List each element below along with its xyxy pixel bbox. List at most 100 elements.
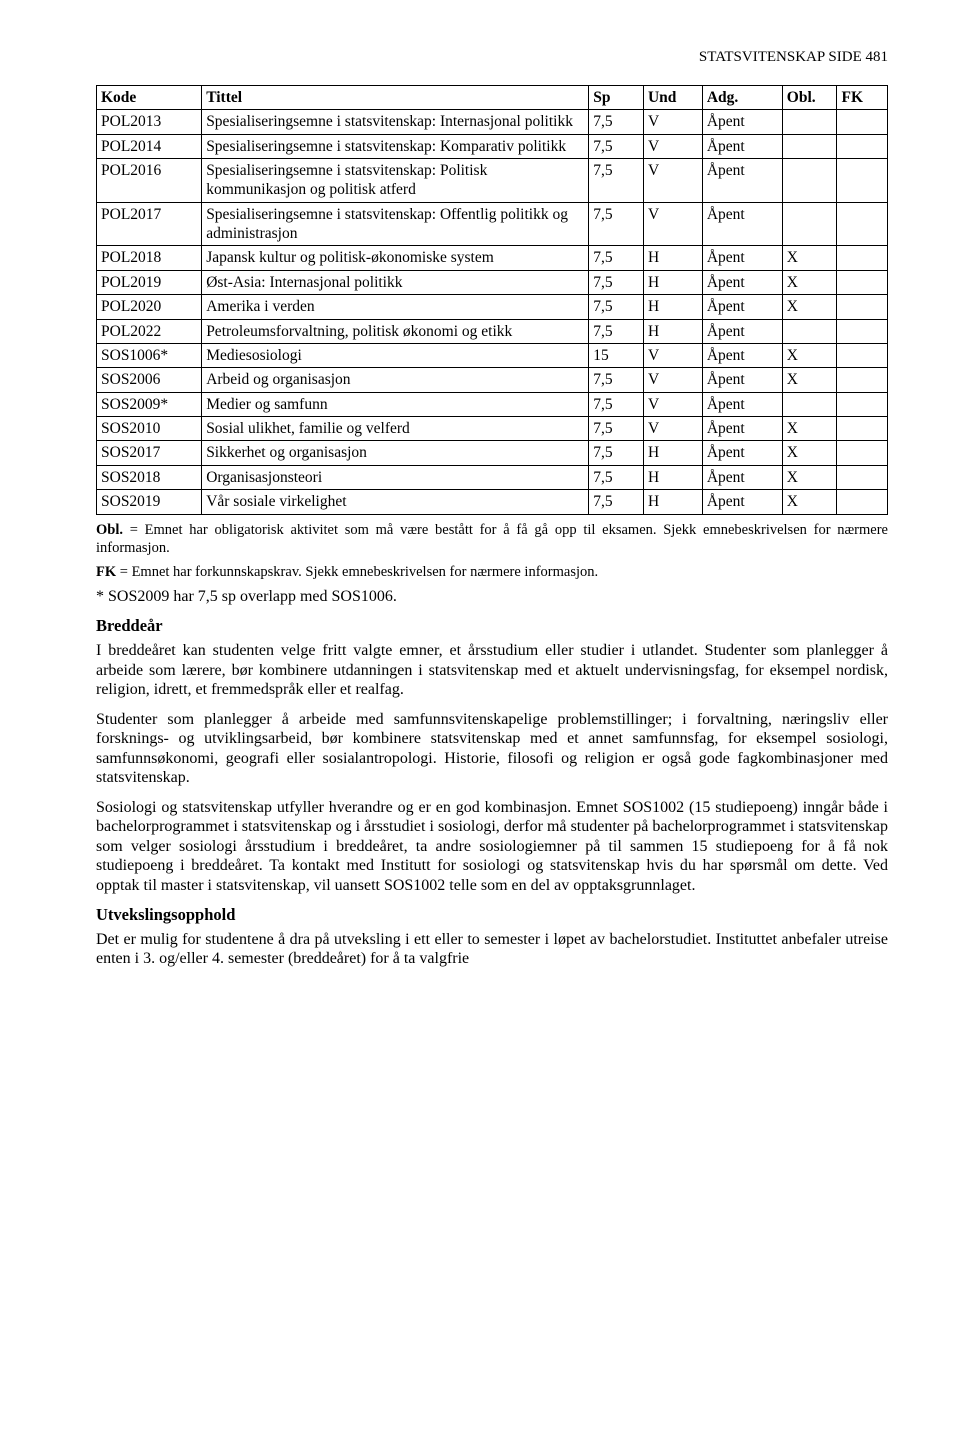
table-cell: 7,5 bbox=[589, 270, 644, 294]
table-cell: 7,5 bbox=[589, 441, 644, 465]
table-row: SOS2019Vår sosiale virkelighet7,5HÅpentX bbox=[97, 490, 888, 514]
table-cell: Amerika i verden bbox=[202, 295, 589, 319]
table-cell: Spesialiseringsemne i statsvitenskap: In… bbox=[202, 110, 589, 134]
table-row: POL2018Japansk kultur og politisk-økonom… bbox=[97, 246, 888, 270]
table-cell bbox=[837, 392, 888, 416]
table-cell: SOS2019 bbox=[97, 490, 202, 514]
table-cell bbox=[837, 417, 888, 441]
table-cell: SOS1006* bbox=[97, 343, 202, 367]
table-cell: X bbox=[782, 417, 837, 441]
table-cell: X bbox=[782, 368, 837, 392]
table-cell: 7,5 bbox=[589, 392, 644, 416]
col-tittel: Tittel bbox=[202, 85, 589, 109]
table-cell: 15 bbox=[589, 343, 644, 367]
table-cell: X bbox=[782, 295, 837, 319]
note-fk: FK = Emnet har forkunnskapskrav. Sjekk e… bbox=[96, 563, 888, 581]
table-row: SOS2018Organisasjonsteori7,5HÅpentX bbox=[97, 465, 888, 489]
table-cell: POL2016 bbox=[97, 158, 202, 202]
table-cell: V bbox=[643, 368, 702, 392]
table-cell: V bbox=[643, 202, 702, 246]
table-cell: V bbox=[643, 343, 702, 367]
table-cell: 7,5 bbox=[589, 319, 644, 343]
table-cell: X bbox=[782, 270, 837, 294]
course-table: Kode Tittel Sp Und Adg. Obl. FK POL2013S… bbox=[96, 85, 888, 515]
table-cell: 7,5 bbox=[589, 368, 644, 392]
table-cell: H bbox=[643, 295, 702, 319]
note-fk-label: FK bbox=[96, 564, 116, 580]
table-row: POL2016Spesialiseringsemne i statsvitens… bbox=[97, 158, 888, 202]
table-cell: Åpent bbox=[702, 368, 782, 392]
table-cell: X bbox=[782, 490, 837, 514]
table-cell bbox=[837, 490, 888, 514]
table-cell: 7,5 bbox=[589, 465, 644, 489]
table-cell: H bbox=[643, 319, 702, 343]
table-row: SOS2006Arbeid og organisasjon7,5VÅpentX bbox=[97, 368, 888, 392]
table-header-row: Kode Tittel Sp Und Adg. Obl. FK bbox=[97, 85, 888, 109]
table-cell: Åpent bbox=[702, 319, 782, 343]
table-cell: Spesialiseringsemne i statsvitenskap: Po… bbox=[202, 158, 589, 202]
table-cell: Spesialiseringsemne i statsvitenskap: Ko… bbox=[202, 134, 589, 158]
table-cell bbox=[837, 134, 888, 158]
table-cell bbox=[782, 202, 837, 246]
table-row: POL2013Spesialiseringsemne i statsvitens… bbox=[97, 110, 888, 134]
table-row: POL2017Spesialiseringsemne i statsvitens… bbox=[97, 202, 888, 246]
table-cell bbox=[837, 319, 888, 343]
table-cell: 7,5 bbox=[589, 202, 644, 246]
table-cell: POL2014 bbox=[97, 134, 202, 158]
table-cell: Åpent bbox=[702, 441, 782, 465]
section-breddear-title: Breddeår bbox=[96, 616, 888, 637]
table-cell: 7,5 bbox=[589, 158, 644, 202]
table-cell: Øst-Asia: Internasjonal politikk bbox=[202, 270, 589, 294]
table-row: POL2019Øst-Asia: Internasjonal politikk7… bbox=[97, 270, 888, 294]
table-cell: POL2013 bbox=[97, 110, 202, 134]
table-cell: Åpent bbox=[702, 465, 782, 489]
table-cell: Spesialiseringsemne i statsvitenskap: Of… bbox=[202, 202, 589, 246]
table-cell bbox=[837, 368, 888, 392]
table-cell: Åpent bbox=[702, 343, 782, 367]
table-cell: V bbox=[643, 110, 702, 134]
table-cell: Åpent bbox=[702, 246, 782, 270]
note-overlap: * SOS2009 har 7,5 sp overlapp med SOS100… bbox=[96, 587, 888, 607]
section-breddear-p2: Studenter som planlegger å arbeide med s… bbox=[96, 710, 888, 788]
section-breddear-p1: I breddeåret kan studenten velge fritt v… bbox=[96, 641, 888, 700]
section-utveksling-title: Utvekslingsopphold bbox=[96, 905, 888, 926]
table-cell: Organisasjonsteori bbox=[202, 465, 589, 489]
table-row: SOS2017Sikkerhet og organisasjon7,5HÅpen… bbox=[97, 441, 888, 465]
table-cell: POL2018 bbox=[97, 246, 202, 270]
table-cell bbox=[782, 392, 837, 416]
table-cell: Japansk kultur og politisk-økonomiske sy… bbox=[202, 246, 589, 270]
table-cell: 7,5 bbox=[589, 110, 644, 134]
table-cell: Sosial ulikhet, familie og velferd bbox=[202, 417, 589, 441]
table-cell: X bbox=[782, 441, 837, 465]
table-cell: SOS2009* bbox=[97, 392, 202, 416]
table-cell bbox=[837, 158, 888, 202]
table-cell: H bbox=[643, 246, 702, 270]
table-row: SOS2009*Medier og samfunn7,5VÅpent bbox=[97, 392, 888, 416]
table-cell: Petroleumsforvaltning, politisk økonomi … bbox=[202, 319, 589, 343]
table-cell: Vår sosiale virkelighet bbox=[202, 490, 589, 514]
table-cell: Åpent bbox=[702, 202, 782, 246]
table-row: POL2022Petroleumsforvaltning, politisk ø… bbox=[97, 319, 888, 343]
col-und: Und bbox=[643, 85, 702, 109]
table-cell: 7,5 bbox=[589, 246, 644, 270]
table-cell: SOS2010 bbox=[97, 417, 202, 441]
note-obl-label: Obl. bbox=[96, 522, 123, 538]
table-cell: Arbeid og organisasjon bbox=[202, 368, 589, 392]
table-cell bbox=[837, 202, 888, 246]
table-cell: Sikkerhet og organisasjon bbox=[202, 441, 589, 465]
col-kode: Kode bbox=[97, 85, 202, 109]
table-cell: V bbox=[643, 134, 702, 158]
table-cell bbox=[837, 441, 888, 465]
table-row: POL2014Spesialiseringsemne i statsvitens… bbox=[97, 134, 888, 158]
table-cell: Åpent bbox=[702, 134, 782, 158]
table-cell: SOS2018 bbox=[97, 465, 202, 489]
table-cell: 7,5 bbox=[589, 417, 644, 441]
table-cell: H bbox=[643, 270, 702, 294]
table-cell: Åpent bbox=[702, 490, 782, 514]
table-cell: X bbox=[782, 343, 837, 367]
table-cell: POL2019 bbox=[97, 270, 202, 294]
table-cell bbox=[837, 343, 888, 367]
table-cell: H bbox=[643, 490, 702, 514]
table-cell: Åpent bbox=[702, 110, 782, 134]
table-cell: SOS2006 bbox=[97, 368, 202, 392]
